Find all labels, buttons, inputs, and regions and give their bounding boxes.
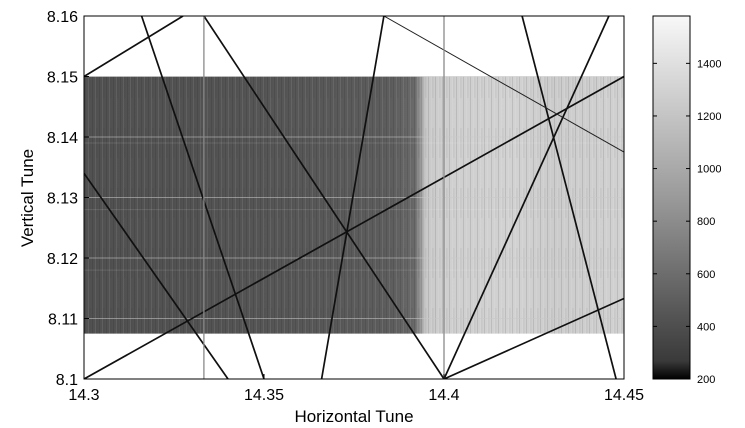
x-tick-label: 14.4	[428, 387, 459, 404]
resonance-line	[443, 16, 610, 379]
y-tick-label: 8.14	[47, 130, 78, 147]
y-tick-label: 8.11	[48, 312, 78, 329]
x-tick-label: 14.45	[604, 387, 644, 404]
resonance-line	[203, 16, 445, 379]
x-axis-label: Horizontal Tune	[294, 407, 413, 426]
colorbar-tick-label: 400	[697, 321, 715, 333]
resonance-line	[443, 297, 624, 379]
y-tick-label: 8.1	[56, 372, 78, 389]
resonance-line	[84, 75, 624, 379]
y-tick-labels: 8.1 8.11 8.12 8.13 8.14 8.15 8.16	[47, 9, 89, 389]
colorbar-tick-labels: 200 400 600 800 1000 1200 1400	[653, 58, 721, 386]
resonance-line	[320, 16, 385, 379]
y-tick-label: 8.12	[47, 251, 78, 268]
resonance-line	[383, 16, 624, 153]
x-tick-label: 14.35	[244, 387, 284, 404]
y-tick-label: 8.16	[47, 9, 78, 26]
x-tick-labels: 14.3 14.35 14.4 14.45	[68, 374, 644, 404]
colorbar-tick-label: 600	[697, 269, 715, 281]
colorbar-tick-label: 800	[697, 216, 715, 228]
y-axis-label: Vertical Tune	[18, 149, 37, 247]
colorbar-tick-label: 200	[697, 374, 715, 386]
grid	[84, 76, 624, 319]
resonance-line	[521, 16, 617, 379]
resonance-line	[84, 16, 184, 78]
plot-area: 14.3 14.35 14.4 14.45 8.18.118.128.138.148.…	[18, 9, 644, 426]
colorbar-scale	[652, 15, 691, 380]
resonance-lines	[84, 16, 624, 379]
colorbar-tick-label: 1400	[697, 58, 721, 70]
x-tick-label: 14.3	[68, 387, 99, 404]
colorbar-tick-label: 1000	[697, 164, 721, 176]
heatmap-texture	[84, 76, 624, 334]
resonance-line	[140, 16, 265, 379]
heatmap-row-bands	[84, 142, 624, 271]
y-tick-label: 8.13	[47, 191, 78, 208]
colorbar-tick-label: 1200	[697, 111, 721, 123]
y-tick-label: 8.15	[47, 70, 78, 87]
colorbar: 200 400 600 800 1000 1200 1400	[652, 15, 721, 386]
